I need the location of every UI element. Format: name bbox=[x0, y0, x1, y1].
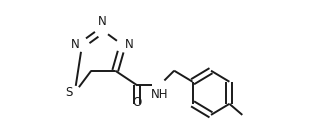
Text: S: S bbox=[65, 86, 73, 99]
Text: N: N bbox=[98, 15, 107, 28]
Text: O: O bbox=[133, 96, 142, 109]
Text: N: N bbox=[71, 38, 80, 51]
Text: NH: NH bbox=[151, 88, 168, 101]
Text: N: N bbox=[125, 38, 133, 51]
